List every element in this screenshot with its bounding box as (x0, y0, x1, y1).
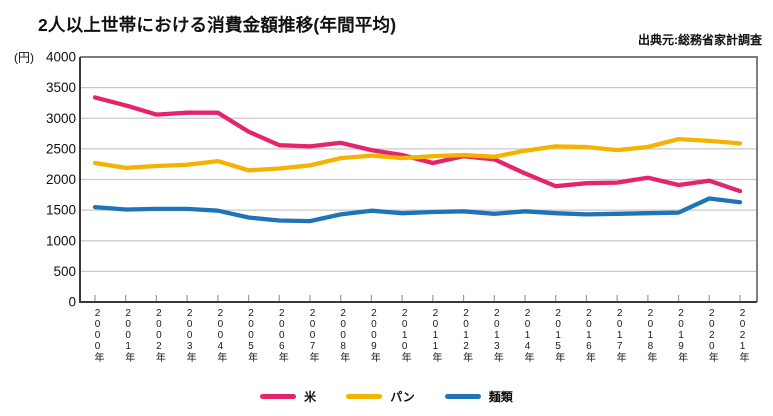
legend-label: パン (390, 390, 415, 404)
plot-area: 0 500 1000 1500 2000 2500 3000 3500 4000 (円) (14, 50, 758, 310)
x-tick-label: 2008年 (337, 308, 349, 362)
y-tick-label: 1000 (46, 233, 76, 248)
legend-item-0: 米 (260, 388, 316, 405)
plot-frame-left-bottom (79, 57, 757, 303)
series-line-1 (92, 136, 743, 173)
x-tick-label: 2012年 (460, 308, 472, 362)
legend-item-2: 麺類 (444, 388, 513, 405)
y-tick-label: 1500 (46, 203, 76, 218)
page-title: 2人以上世帯における消費金額推移(年間平均) (38, 15, 397, 35)
legend-label: 米 (304, 390, 317, 404)
x-tick-label: 2011年 (429, 308, 441, 362)
x-tick-label: 2018年 (644, 308, 656, 362)
y-tick-label: 3000 (46, 111, 76, 126)
x-tick-label: 2006年 (276, 308, 288, 362)
x-tick-label: 2010年 (399, 308, 411, 362)
source-note: 出典元:総務省家計調査 (638, 33, 762, 47)
y-tick-label: 3500 (46, 80, 76, 95)
plot-frame-top-right (80, 56, 758, 302)
x-tick-label: 2005年 (245, 308, 257, 362)
x-tick-label: 2016年 (583, 308, 595, 362)
x-tick-label: 2004年 (214, 308, 226, 362)
x-tick-label: 2002年 (153, 308, 165, 362)
x-tick-label: 2013年 (491, 308, 503, 362)
legend-label: 麺類 (488, 390, 513, 404)
legend-swatch (444, 394, 481, 399)
x-tick-label: 2015年 (552, 308, 564, 362)
x-tick-label: 2014年 (522, 308, 533, 362)
x-tick-label: 2000年 (92, 308, 103, 362)
y-tick-label: 2500 (46, 141, 76, 156)
series-line-2 (92, 196, 743, 224)
legend: 米 パン 麺類 (0, 388, 773, 405)
legend-swatch (346, 394, 383, 399)
x-tick-label: 2021年 (737, 308, 748, 362)
x-tick-label: 2019年 (675, 308, 687, 362)
x-tick-label: 2009年 (368, 308, 380, 362)
x-tick-label: 2020年 (706, 308, 718, 362)
x-tick-label: 2001年 (122, 308, 134, 362)
legend-swatch (260, 394, 297, 399)
y-tick-label: 2000 (46, 172, 76, 187)
x-tick-label: 2007年 (307, 308, 318, 362)
y-tick-label: 0 (68, 295, 76, 310)
y-tick-label: 4000 (46, 50, 76, 65)
y-tick-label: 500 (53, 264, 76, 279)
x-tick-label: 2003年 (184, 308, 196, 362)
x-tick-label: 2017年 (614, 308, 626, 362)
y-axis-unit: (円) (14, 51, 34, 65)
legend-item-1: パン (346, 388, 415, 405)
series-line-0 (92, 95, 743, 194)
